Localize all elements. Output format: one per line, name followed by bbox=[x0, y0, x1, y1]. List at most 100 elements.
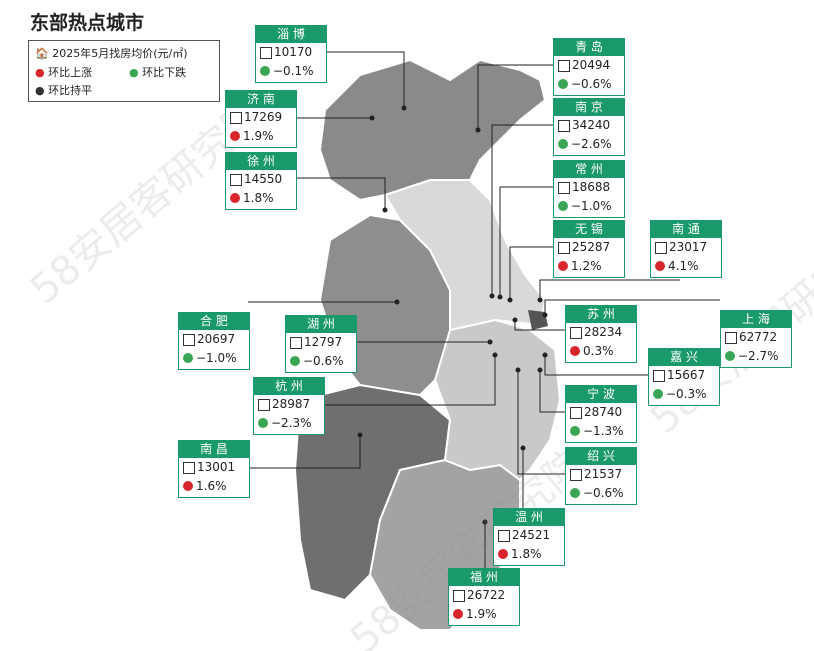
city-name: 湖 州 bbox=[286, 316, 356, 333]
title: 东部热点城市 bbox=[30, 12, 145, 34]
city-change: −2.7% bbox=[738, 349, 779, 363]
change-row: −2.3% bbox=[254, 414, 324, 432]
price-row: 14550 bbox=[226, 170, 296, 189]
city-box: 徐 州 14550 1.8% bbox=[225, 152, 297, 210]
city-price: 28740 bbox=[584, 405, 623, 419]
city-change: 1.2% bbox=[571, 259, 602, 273]
city-name: 徐 州 bbox=[226, 153, 296, 170]
city-price: 34240 bbox=[572, 118, 611, 132]
city-box: 湖 州 12797 −0.6% bbox=[285, 315, 357, 373]
city-change: −2.3% bbox=[271, 416, 312, 430]
city-box: 淄 博 10170 −0.1% bbox=[255, 25, 327, 83]
city-change: −2.6% bbox=[571, 137, 612, 151]
city-dot bbox=[487, 339, 493, 345]
city-name: 南 通 bbox=[651, 221, 721, 238]
change-row: −1.0% bbox=[179, 349, 249, 367]
city-price: 24521 bbox=[512, 528, 551, 542]
city-price: 18688 bbox=[572, 180, 611, 194]
city-dot bbox=[382, 207, 388, 213]
price-row: 15667 bbox=[649, 366, 719, 385]
city-price: 28987 bbox=[272, 397, 311, 411]
city-change: 0.3% bbox=[583, 344, 614, 358]
city-name: 青 岛 bbox=[554, 39, 624, 56]
city-change: 1.9% bbox=[243, 129, 274, 143]
change-row: 4.1% bbox=[651, 257, 721, 275]
leader-line bbox=[477, 64, 553, 130]
change-row: −0.6% bbox=[554, 75, 624, 93]
price-icon bbox=[290, 337, 302, 349]
change-row: 1.6% bbox=[179, 477, 249, 495]
city-box: 温 州 24521 1.8% bbox=[493, 508, 565, 566]
city-price: 12797 bbox=[304, 335, 343, 349]
city-dot bbox=[542, 312, 548, 318]
price-icon bbox=[183, 462, 195, 474]
city-dot bbox=[401, 105, 407, 111]
region-zhejiang bbox=[433, 318, 562, 482]
region-shandong bbox=[318, 58, 547, 202]
city-name: 常 州 bbox=[554, 161, 624, 178]
legend-up: ● 环比上涨 bbox=[35, 66, 93, 79]
city-change: 1.9% bbox=[466, 607, 497, 621]
price-icon bbox=[655, 242, 667, 254]
price-row: 25287 bbox=[554, 238, 624, 257]
legend-price: 🏠 2025年5月找房均价(元/㎡) bbox=[35, 47, 188, 60]
leader-line bbox=[517, 370, 565, 475]
city-name: 南 昌 bbox=[179, 441, 249, 458]
city-change: −0.6% bbox=[571, 77, 612, 91]
city-box: 绍 兴 21537 −0.6% bbox=[565, 447, 637, 505]
change-row: 1.8% bbox=[226, 189, 296, 207]
change-row: −1.0% bbox=[554, 197, 624, 215]
legend-flat: ● 环比持平 bbox=[35, 84, 93, 97]
city-name: 淄 博 bbox=[256, 26, 326, 43]
trend-icon bbox=[653, 389, 663, 399]
city-name: 绍 兴 bbox=[566, 448, 636, 465]
city-price: 17269 bbox=[244, 110, 283, 124]
change-row: −0.6% bbox=[286, 352, 356, 370]
city-dot bbox=[489, 293, 495, 299]
trend-icon bbox=[183, 481, 193, 491]
city-box: 宁 波 28740 −1.3% bbox=[565, 385, 637, 443]
city-change: 1.8% bbox=[243, 191, 274, 205]
price-row: 24521 bbox=[494, 526, 564, 545]
city-box: 福 州 26722 1.9% bbox=[448, 568, 520, 626]
leader-line bbox=[539, 279, 680, 300]
price-icon bbox=[570, 469, 582, 481]
trend-icon bbox=[498, 549, 508, 559]
leader-line bbox=[544, 299, 720, 315]
price-row: 26722 bbox=[449, 586, 519, 605]
price-row: 12797 bbox=[286, 333, 356, 352]
price-row: 13001 bbox=[179, 458, 249, 477]
trend-icon bbox=[258, 418, 268, 428]
city-dot bbox=[520, 445, 526, 451]
city-price: 23017 bbox=[669, 240, 708, 254]
city-box: 济 南 17269 1.9% bbox=[225, 90, 297, 148]
city-box: 嘉 兴 15667 −0.3% bbox=[648, 348, 720, 406]
change-row: −1.3% bbox=[566, 422, 636, 440]
leader-line bbox=[539, 370, 565, 413]
city-name: 上 海 bbox=[721, 311, 791, 328]
trend-icon bbox=[183, 353, 193, 363]
price-icon bbox=[725, 332, 737, 344]
change-row: −0.1% bbox=[256, 62, 326, 80]
city-price: 20697 bbox=[197, 332, 236, 346]
price-row: 20494 bbox=[554, 56, 624, 75]
city-price: 25287 bbox=[572, 240, 611, 254]
price-icon bbox=[230, 174, 242, 186]
price-icon bbox=[558, 60, 570, 72]
price-row: 34240 bbox=[554, 116, 624, 135]
trend-icon bbox=[725, 351, 735, 361]
trend-icon bbox=[558, 139, 568, 149]
city-price: 20494 bbox=[572, 58, 611, 72]
city-name: 南 京 bbox=[554, 99, 624, 116]
change-row: 1.9% bbox=[449, 605, 519, 623]
city-dot bbox=[542, 352, 548, 358]
price-icon bbox=[558, 182, 570, 194]
trend-icon bbox=[570, 346, 580, 356]
change-row: −2.7% bbox=[721, 347, 791, 365]
legend-price-text: 2025年5月找房均价(元/㎡) bbox=[52, 47, 188, 60]
city-dot bbox=[357, 432, 363, 438]
leader-line bbox=[295, 177, 386, 210]
city-box: 杭 州 28987 −2.3% bbox=[253, 377, 325, 435]
price-row: 28987 bbox=[254, 395, 324, 414]
